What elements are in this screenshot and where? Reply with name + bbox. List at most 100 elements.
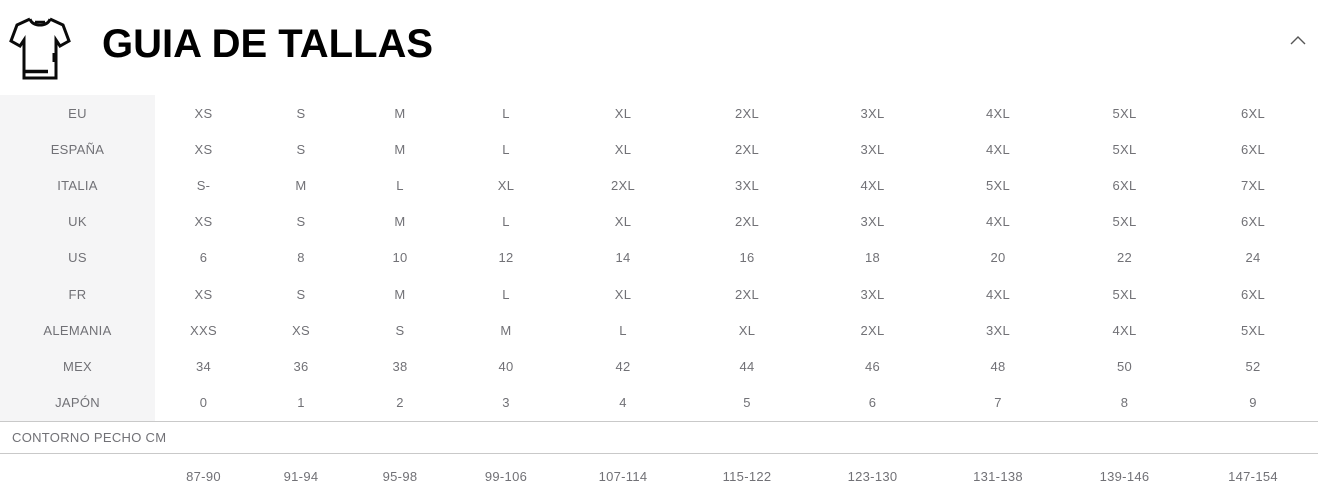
size-cell: 6XL [1240,214,1266,230]
row-label: ESPAÑA [0,131,155,168]
size-cell: 3XL [734,177,760,193]
chest-range-cell: 139-146 [1099,469,1150,485]
size-conversion-table: EU XS S M L XL 2XL 3XL 4XL 5XL 6XL ESPAÑA XS S M L XL 2XL… [0,95,1318,421]
size-cell: XL [738,322,756,338]
size-cell: 4XL [985,105,1011,121]
size-cell: 3XL [860,105,885,121]
row-label: JAPÓN [0,384,155,421]
size-cell: XL [614,105,632,121]
size-cell: 2XL [734,105,760,121]
size-cell: 7 [994,395,1002,411]
size-cell: L [502,214,510,230]
size-cell: M [394,214,406,230]
size-cell: 4XL [860,177,885,193]
size-cell: M [394,105,406,121]
size-cell: 5XL [1112,141,1137,157]
size-cell: 42 [615,358,631,374]
size-cell: 40 [498,358,514,374]
size-cell: 5XL [1112,286,1137,302]
size-cell: 3XL [985,322,1011,338]
size-cell: S [395,322,405,338]
size-cell: 4XL [1112,322,1137,338]
chest-range-cell: 131-138 [973,469,1023,485]
size-cell: 16 [739,250,755,266]
row-label: EU [0,95,155,132]
size-cell: 14 [615,250,631,266]
size-cell: 5XL [1112,105,1137,121]
row-label: ITALIA [0,167,155,204]
size-cell: L [396,177,404,193]
size-cell: 9 [1249,395,1257,411]
size-cell: 48 [990,358,1006,374]
size-cell: 36 [293,358,309,374]
table-row: EU XS S M L XL 2XL 3XL 4XL 5XL 6XL [0,95,1318,132]
size-cell: 2 [396,395,404,411]
page-title: GUIA DE TALLAS [102,22,434,66]
size-cell: 4XL [985,141,1011,157]
chest-range-cell: 115-122 [722,469,772,485]
chest-range-cell: 91-94 [283,469,319,485]
size-cell: 2XL [734,286,760,302]
size-cell: 2XL [860,322,885,338]
size-cell: 2XL [734,141,760,157]
size-cell: 6XL [1240,141,1266,157]
size-cell: 46 [864,358,881,374]
table-row: ESPAÑA XS S M L XL 2XL 3XL 4XL 5XL 6XL [0,131,1318,168]
size-cell: 3XL [860,141,885,157]
table-row: UK XS S M L XL 2XL 3XL 4XL 5XL 6XL [0,203,1318,240]
size-cell: 2XL [610,177,636,193]
size-cell: 22 [1116,250,1133,266]
chest-measure-row: CONTORNO PECHO CM [0,420,1318,454]
size-cell: L [502,105,510,121]
size-cell: 18 [864,250,881,266]
size-cell: 6XL [1112,177,1137,193]
size-cell: XS [194,286,213,302]
row-label: ALEMANIA [0,312,155,349]
size-cell: 34 [195,358,212,374]
size-cell: 6 [868,395,877,411]
size-cell: S [296,214,306,230]
ranges-row-spacer [0,454,155,500]
size-cell: S- [196,177,211,193]
table-row: US 6 8 10 12 14 16 18 20 22 24 [0,239,1318,276]
chest-measure-label: CONTORNO PECHO CM [12,429,167,445]
size-cell: 10 [392,250,408,266]
size-cell: XS [292,322,310,338]
size-cell: 50 [1116,358,1133,374]
size-cell: 3 [502,395,510,411]
chest-range-cell: 87-90 [186,469,221,485]
size-guide-header: GUIA DE TALLAS [0,0,1318,95]
size-cell: 6 [199,250,208,266]
size-cell: 20 [990,250,1006,266]
size-cell: 5XL [1240,322,1266,338]
table-row: JAPÓN 0 1 2 3 4 5 6 7 8 9 [0,384,1318,421]
table-row: ITALIA S- M L XL 2XL 3XL 4XL 5XL 6XL 7XL [0,167,1318,204]
size-cell: 24 [1245,250,1261,266]
size-cell: XS [194,105,213,121]
size-cell: L [502,141,510,157]
size-cell: XS [194,214,213,230]
size-cell: L [502,286,510,302]
row-label: FR [0,275,155,313]
size-cell: S [296,141,306,157]
row-label: UK [0,203,155,240]
size-cell: 0 [199,395,208,411]
collapse-section-button[interactable] [1286,30,1310,50]
size-cell: 3XL [860,214,885,230]
chest-ranges-row: 87-90 91-94 95-98 99-106 107-114 115-122 123-1… [0,454,1318,500]
size-cell: 2XL [734,214,760,230]
row-label: MEX [0,348,155,385]
size-cell: L [619,322,627,338]
size-cell: XL [614,214,632,230]
chest-range-cell: 147-154 [1228,469,1278,485]
size-cell: XXS [190,322,217,338]
size-cell: 38 [392,358,408,374]
chest-range-cell: 123-130 [847,469,898,485]
size-cell: 6XL [1240,105,1266,121]
size-cell: XS [194,141,213,157]
size-cell: 5XL [1112,214,1137,230]
size-cell: 8 [297,250,305,266]
chevron-up-icon [1290,33,1306,48]
size-cell: S [296,286,306,302]
